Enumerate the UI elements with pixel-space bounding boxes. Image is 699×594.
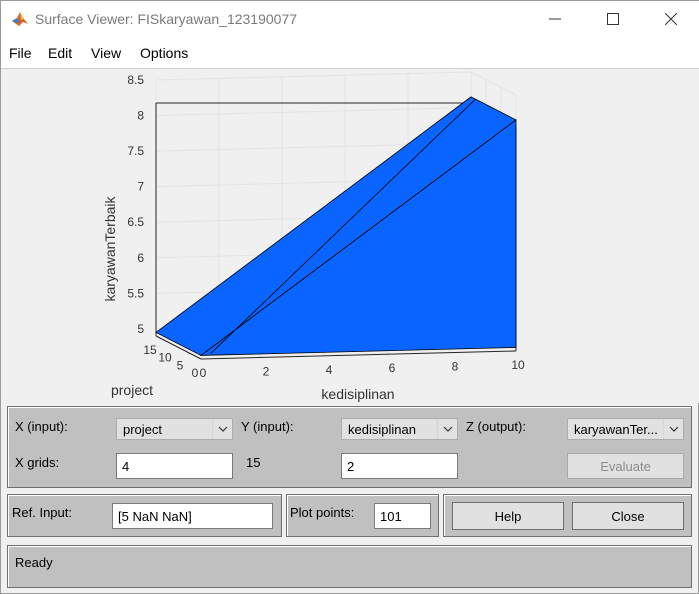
maximize-icon [607,13,619,25]
z-tick-label: 6 [137,251,144,265]
z-tick-label: 5 [137,322,144,336]
x-input-value: project [123,422,163,437]
minimize-button[interactable] [526,1,584,37]
x-tick-label: 4 [326,363,333,377]
y-axis-label: project [111,382,153,398]
surface-mesh [155,96,517,356]
side-grid-line [470,71,517,96]
surface-plot-area[interactable]: 5 5.5 6 6.5 7 7.5 8 8.5 0 2 4 6 8 10 0 5 10 15 karyawan… [1,69,699,403]
y-grids-value: 2 [347,459,355,474]
x-tick-label: 8 [452,360,459,374]
y-input-select[interactable]: kedisiplinan [341,418,458,440]
plot-points-panel: Plot points: 101 [286,494,439,537]
z-axis-label: karyawanTerbaik [102,195,118,301]
close-button[interactable]: Close [572,502,684,530]
ref-input-field[interactable]: [5 NaN NaN] [112,503,273,529]
matlab-logo-icon [12,12,28,26]
evaluate-button[interactable]: Evaluate [567,453,684,479]
x-grids-label: X grids: [15,455,60,470]
surface-front-face [199,119,517,356]
menu-options[interactable]: Options [140,45,189,61]
ref-input-panel: Ref. Input: [5 NaN NaN] [7,494,282,537]
z-tick-label: 5.5 [127,286,144,300]
x-input-select[interactable]: project [116,418,233,440]
minimize-icon [549,18,561,20]
z-output-label: Z (output): [466,419,526,434]
z-tick-label: 8 [137,109,144,123]
back-grid-line [155,71,472,81]
plot-points-input[interactable]: 101 [374,503,431,529]
menu-bar: File Edit View Options [1,37,699,69]
action-button-panel: Help Close [443,494,692,537]
axis-selection-panel: X (input): project Y (input): kedisiplin… [7,406,692,488]
menu-view[interactable]: View [91,45,122,61]
ref-input-value: [5 NaN NaN] [118,509,192,524]
window-title: Surface Viewer: FISkaryawan_123190077 [35,11,298,27]
back-grid-line [155,107,472,117]
help-button[interactable]: Help [452,502,564,530]
y-tick-label: 5 [177,358,184,372]
x-grids-input[interactable]: 4 [116,453,233,479]
chevron-down-icon [212,419,232,439]
x-input-label: X (input): [15,419,68,434]
x-grids-value: 4 [122,459,130,474]
x-axis-label: kedisiplinan [321,386,394,402]
title-bar: Surface Viewer: FISkaryawan_123190077 [1,1,699,37]
plot-points-value: 101 [380,509,402,524]
y-grids-input[interactable]: 2 [341,453,458,479]
close-window-button[interactable] [642,1,699,37]
z-tick-label: 8.5 [127,73,144,87]
maximize-button[interactable] [584,1,642,37]
plot-points-label: Plot points: [290,505,355,520]
z-tick-label: 7 [137,180,144,194]
close-icon [665,13,677,25]
z-tick-label: 6.5 [127,215,144,229]
menu-edit[interactable]: Edit [48,45,73,61]
z-tick-label: 7.5 [127,144,144,158]
status-text: Ready [15,555,53,570]
chevron-down-icon [663,419,683,439]
y-tick-label: 10 [158,351,172,365]
status-panel: Ready [7,545,692,588]
x-tick-label: 2 [263,364,270,378]
surface-mesh-line [210,98,476,354]
ref-input-label: Ref. Input: [12,505,72,520]
z-output-value: karyawanTer... [574,422,658,437]
y-input-value: kedisiplinan [348,422,416,437]
y-tick-label: 0 [192,366,199,380]
z-output-select[interactable]: karyawanTer... [567,418,684,440]
x-tick-label: 6 [389,361,396,375]
menu-file[interactable]: File [9,45,32,61]
chevron-down-icon [437,419,457,439]
x-tick-label: 0 [200,366,207,380]
y-grids-label: 15 [246,455,261,470]
y-input-label: Y (input): [241,419,294,434]
y-tick-label: 15 [143,343,157,357]
x-tick-label: 10 [511,358,525,372]
